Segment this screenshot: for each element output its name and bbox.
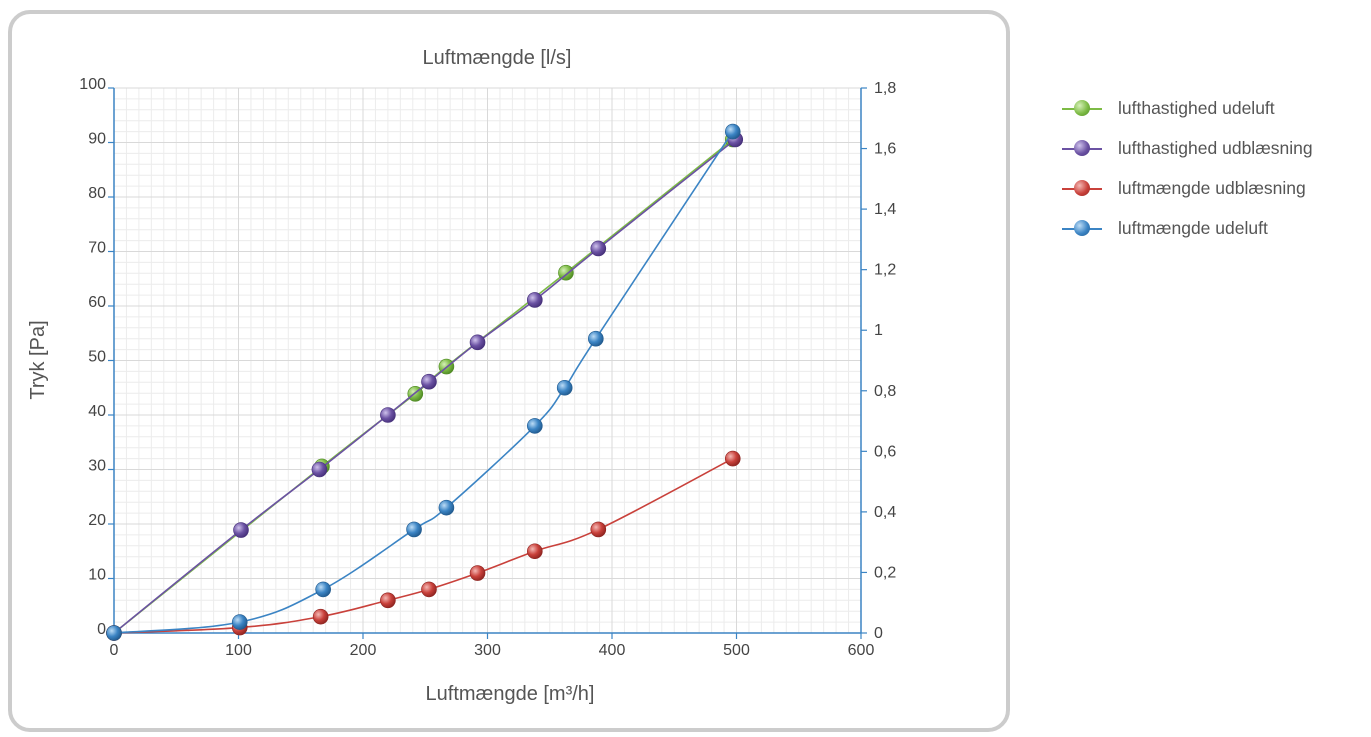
y-tick-label: 10: [88, 567, 106, 584]
grid: [113, 87, 862, 634]
legend-item-lufthastighed-udblaesning: lufthastighed udblæsning: [1062, 128, 1313, 168]
x-tick-label: 400: [599, 642, 626, 659]
data-point: [315, 581, 331, 598]
legend-swatch-purple: [1062, 139, 1102, 157]
x-tick-label: 200: [350, 642, 377, 659]
y2-tick-label: 1,8: [874, 80, 896, 97]
chart-title: Luftmængde [l/s]: [423, 47, 572, 69]
data-point: [438, 499, 455, 516]
line-chart: 0 10 20 30 40 50 60 70 80 90 100 0 0,2 0,4 0,6 0,8 1 1,2 1…: [27, 47, 896, 705]
y-tick-label: 80: [88, 185, 106, 202]
data-point: [724, 450, 741, 467]
legend-label: luftmængde udeluft: [1118, 217, 1268, 238]
legend-label: lufthastighed udblæsning: [1118, 137, 1313, 158]
data-point: [106, 625, 122, 641]
legend-label: lufthastighed udeluft: [1118, 97, 1275, 118]
data-point: [311, 461, 328, 478]
data-point: [380, 407, 396, 423]
legend-item-lufthastighed-udeluft: lufthastighed udeluft: [1062, 88, 1313, 128]
x-tick-label: 300: [474, 642, 501, 659]
data-point: [231, 614, 248, 630]
x-axis-label: Luftmængde [m³/h]: [426, 683, 595, 705]
y-tick-label: 60: [88, 294, 106, 311]
y-tick-label: 50: [88, 349, 106, 366]
y2-tick-label: 0: [874, 625, 883, 642]
x-tick-label: 100: [225, 642, 252, 659]
x-tick-label: 0: [110, 642, 119, 659]
data-point: [421, 373, 437, 390]
y-tick-label: 20: [88, 512, 106, 529]
chart-legend: lufthastighed udeluft lufthastighed udbl…: [1062, 88, 1313, 248]
legend-label: luftmængde udblæsning: [1118, 177, 1306, 198]
series-layer: [106, 123, 744, 641]
legend-item-luftmaengde-udeluft: luftmængde udeluft: [1062, 208, 1313, 248]
data-point: [590, 521, 607, 538]
y2-tick-label: 0,6: [874, 443, 896, 460]
data-point: [312, 608, 329, 625]
legend-swatch-green: [1062, 99, 1102, 117]
data-point: [556, 379, 573, 396]
data-point: [406, 521, 422, 538]
data-point: [233, 522, 249, 538]
x-tick-label: 600: [848, 642, 875, 659]
y-tick-label: 70: [88, 240, 106, 257]
data-point: [469, 565, 486, 581]
legend-item-luftmaengde-udblaesning: luftmængde udblæsning: [1062, 168, 1313, 208]
y2-tick-label: 0,2: [874, 564, 896, 581]
y-tick-label: 100: [79, 76, 106, 93]
y2-tick-label: 1,2: [874, 262, 896, 279]
legend-swatch-blue: [1062, 219, 1102, 237]
y2-tick-label: 1,6: [874, 141, 896, 158]
data-point: [724, 123, 741, 140]
y2-tick-label: 0,8: [874, 383, 896, 400]
data-point: [588, 330, 604, 347]
y2-tick-label: 1: [874, 322, 883, 339]
y-tick-label: 40: [88, 403, 106, 420]
y-axis-label: Tryk [Pa]: [27, 320, 49, 399]
data-point: [527, 292, 543, 308]
data-point: [421, 581, 437, 598]
data-point: [558, 264, 574, 281]
data-point: [469, 334, 486, 351]
data-point: [527, 543, 543, 560]
data-point: [590, 240, 607, 257]
y-tick-label: 30: [88, 458, 106, 475]
y2-tick-label: 0,4: [874, 504, 896, 521]
y2-tick-label: 1,4: [874, 201, 896, 218]
series-3: [106, 123, 741, 641]
data-point: [527, 418, 543, 434]
data-point: [380, 592, 396, 609]
y-tick-label: 90: [88, 131, 106, 148]
legend-swatch-red: [1062, 179, 1102, 197]
x-tick-label: 500: [723, 642, 750, 659]
y-tick-label: 0: [97, 621, 106, 638]
